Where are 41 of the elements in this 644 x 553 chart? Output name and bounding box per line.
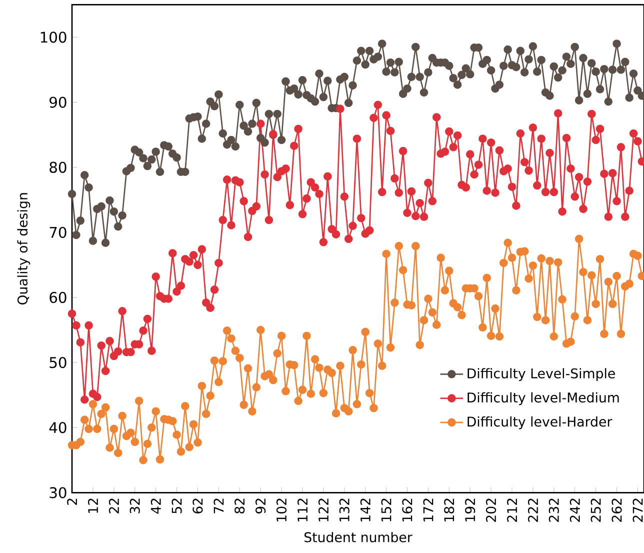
y-tick-label: 30 — [50, 487, 66, 498]
x-tick-label: 32 — [130, 498, 140, 514]
y-tick-label: 100 — [40, 32, 66, 43]
x-tick-label: 72 — [214, 498, 224, 514]
x-tick-label: 102 — [276, 498, 287, 522]
x-tick-label: 62 — [192, 498, 203, 514]
x-tick-label: 242 — [570, 498, 580, 522]
y-tick-label: 80 — [50, 162, 66, 173]
y-tick-label: 50 — [50, 356, 66, 368]
x-axis-title: Student number — [304, 532, 412, 542]
x-tick-label: 132 — [339, 498, 350, 522]
x-tick-label: 162 — [402, 498, 412, 522]
x-tick-label: 152 — [381, 498, 392, 522]
legend-label: Difficulty level-Harder — [468, 416, 612, 430]
y-tick-label: 40 — [49, 422, 66, 434]
y-axis-title: Quality of design — [17, 193, 30, 305]
x-tick-label: 192 — [465, 498, 476, 522]
x-tick-label: 262 — [612, 498, 622, 522]
x-tick-label: 42 — [150, 498, 161, 514]
x-tick-label: 112 — [298, 498, 308, 522]
x-tick-label: 212 — [507, 498, 517, 522]
y-tick-label: 70 — [50, 226, 66, 238]
x-tick-label: 172 — [423, 498, 434, 522]
y-tick-label: 60 — [50, 292, 66, 304]
x-tick-label: 232 — [548, 498, 559, 522]
x-tick-label: 82 — [234, 498, 245, 514]
x-tick-label: 92 — [256, 498, 266, 514]
x-tick-label: 182 — [444, 498, 454, 522]
x-tick-label: 252 — [590, 498, 601, 522]
legend-label: Difficulty Level-Simple — [468, 368, 615, 382]
y-tick-label: 90 — [50, 96, 66, 108]
legend-label: Difficulty level-Medium — [468, 392, 619, 406]
x-tick-label: 2 — [67, 498, 77, 505]
x-tick-label: 22 — [108, 498, 119, 514]
x-tick-label: 12 — [88, 498, 98, 513]
x-tick-label: 202 — [486, 498, 496, 522]
x-tick-label: 142 — [360, 498, 370, 522]
x-tick-label: 122 — [318, 498, 328, 522]
x-tick-label: 222 — [528, 498, 538, 522]
x-tick-label: 52 — [172, 498, 182, 514]
x-tick-label: 272 — [632, 498, 643, 522]
